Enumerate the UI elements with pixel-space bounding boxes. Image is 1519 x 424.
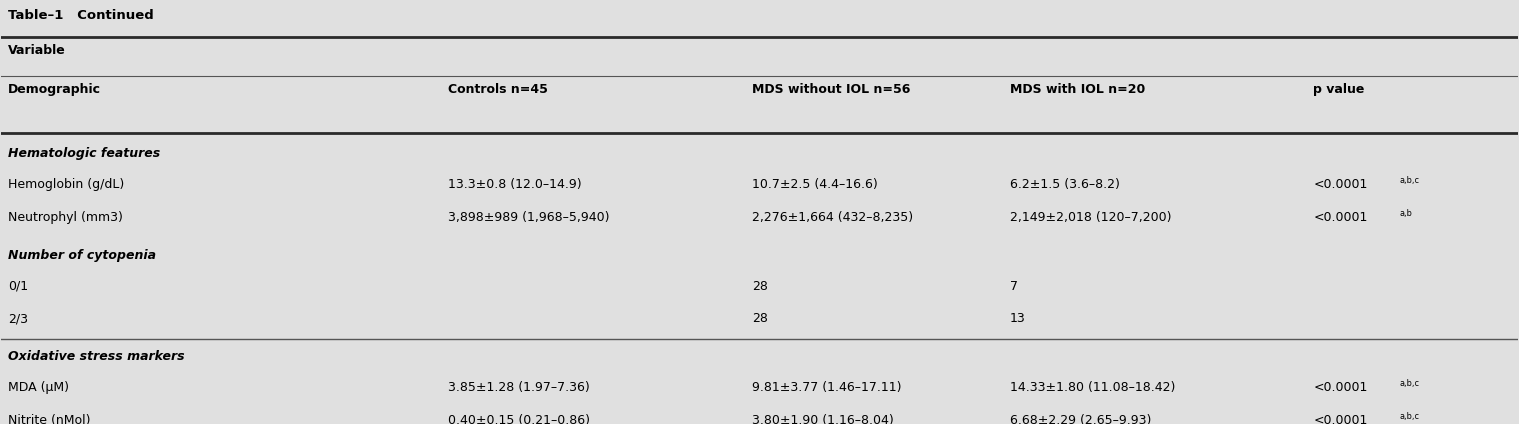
- Text: <0.0001: <0.0001: [1314, 211, 1367, 224]
- Text: 14.33±1.80 (11.08–18.42): 14.33±1.80 (11.08–18.42): [1010, 381, 1176, 394]
- Text: Variable: Variable: [8, 44, 65, 57]
- Text: 9.81±3.77 (1.46–17.11): 9.81±3.77 (1.46–17.11): [752, 381, 901, 394]
- Text: Demographic: Demographic: [8, 84, 102, 96]
- Text: a,b,c: a,b,c: [1401, 176, 1420, 185]
- Text: 3.85±1.28 (1.97–7.36): 3.85±1.28 (1.97–7.36): [448, 381, 591, 394]
- Text: 10.7±2.5 (4.4–16.6): 10.7±2.5 (4.4–16.6): [752, 178, 878, 191]
- Text: 3.80±1.90 (1.16–8.04): 3.80±1.90 (1.16–8.04): [752, 414, 893, 424]
- Text: 2,149±2,018 (120–7,200): 2,149±2,018 (120–7,200): [1010, 211, 1171, 224]
- Text: a,b: a,b: [1401, 209, 1413, 218]
- Text: Hemoglobin (g/dL): Hemoglobin (g/dL): [8, 178, 125, 191]
- Text: 3,898±989 (1,968–5,940): 3,898±989 (1,968–5,940): [448, 211, 611, 224]
- Text: 6.2±1.5 (3.6–8.2): 6.2±1.5 (3.6–8.2): [1010, 178, 1120, 191]
- Text: Number of cytopenia: Number of cytopenia: [8, 248, 156, 262]
- Text: 0/1: 0/1: [8, 279, 29, 293]
- Text: p value: p value: [1314, 84, 1364, 96]
- Text: Oxidative stress markers: Oxidative stress markers: [8, 350, 185, 363]
- Text: 2,276±1,664 (432–8,235): 2,276±1,664 (432–8,235): [752, 211, 913, 224]
- Text: Nitrite (nMol): Nitrite (nMol): [8, 414, 91, 424]
- Text: 2/3: 2/3: [8, 312, 29, 325]
- Text: 6.68±2.29 (2.65–9.93): 6.68±2.29 (2.65–9.93): [1010, 414, 1151, 424]
- Text: Table–1   Continued: Table–1 Continued: [8, 9, 153, 22]
- Text: a,b,c: a,b,c: [1401, 412, 1420, 421]
- Text: 28: 28: [752, 279, 767, 293]
- Text: <0.0001: <0.0001: [1314, 178, 1367, 191]
- Text: 0.40±0.15 (0.21–0.86): 0.40±0.15 (0.21–0.86): [448, 414, 591, 424]
- Text: 13: 13: [1010, 312, 1025, 325]
- Text: MDS without IOL n=56: MDS without IOL n=56: [752, 84, 910, 96]
- Text: 13.3±0.8 (12.0–14.9): 13.3±0.8 (12.0–14.9): [448, 178, 582, 191]
- Text: MDS with IOL n=20: MDS with IOL n=20: [1010, 84, 1145, 96]
- Text: <0.0001: <0.0001: [1314, 414, 1367, 424]
- Text: a,b,c: a,b,c: [1401, 379, 1420, 388]
- Text: 28: 28: [752, 312, 767, 325]
- Text: Hematologic features: Hematologic features: [8, 147, 161, 160]
- Text: MDA (μM): MDA (μM): [8, 381, 70, 394]
- Text: <0.0001: <0.0001: [1314, 381, 1367, 394]
- Text: Controls n=45: Controls n=45: [448, 84, 548, 96]
- Text: Neutrophyl (mm3): Neutrophyl (mm3): [8, 211, 123, 224]
- Text: 7: 7: [1010, 279, 1018, 293]
